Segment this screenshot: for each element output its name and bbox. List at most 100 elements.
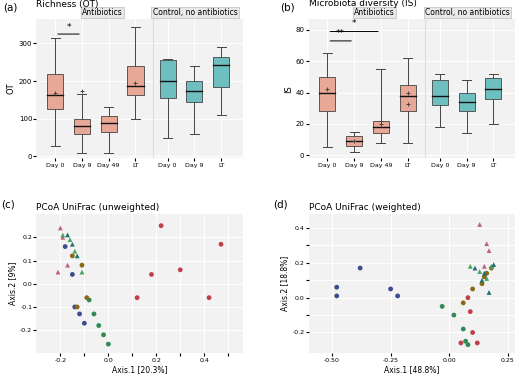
Point (485, 248, 493, 254)
Point (83, 294, 91, 301)
FancyBboxPatch shape (459, 93, 475, 111)
Point (217, 241, 225, 247)
Point (471, 265, 479, 271)
FancyBboxPatch shape (346, 136, 362, 146)
Text: (c): (c) (2, 199, 15, 209)
Point (469, 286, 477, 292)
Text: PCoA UniFrac (weighted): PCoA UniFrac (weighted) (308, 203, 420, 212)
Point (80, 320, 88, 326)
Point (68, 253, 76, 259)
Text: Control, no antibiotics: Control, no antibiotics (153, 8, 238, 17)
Text: (b): (b) (280, 3, 294, 13)
Point (475, 222, 484, 228)
FancyBboxPatch shape (432, 80, 448, 105)
Point (63, 262, 72, 268)
Text: Antibiotics: Antibiotics (82, 8, 123, 17)
Text: Control, no antibiotics: Control, no antibiotics (425, 8, 510, 17)
Point (464, 342, 472, 348)
Point (66, 237, 74, 243)
Point (438, 303, 446, 309)
FancyBboxPatch shape (319, 77, 335, 111)
FancyBboxPatch shape (485, 79, 501, 99)
Point (489, 261, 498, 268)
Point (104, 341, 112, 347)
Bar (153, 19, 243, 158)
Point (61, 244, 69, 250)
Text: *: * (352, 19, 356, 28)
FancyBboxPatch shape (186, 81, 202, 102)
Point (478, 281, 486, 287)
FancyBboxPatch shape (213, 57, 229, 87)
Y-axis label: IS: IS (283, 85, 293, 93)
Point (133, 294, 141, 301)
Point (73, 253, 81, 259)
Point (75, 311, 84, 317)
Point (157, 223, 165, 229)
Point (461, 338, 470, 344)
Point (459, 326, 467, 332)
Point (95, 323, 103, 329)
Point (386, 286, 395, 292)
Point (147, 271, 155, 277)
Point (59, 234, 67, 240)
Text: **: ** (336, 29, 345, 38)
Point (78, 269, 86, 275)
Point (469, 329, 477, 336)
Y-axis label: OT: OT (7, 83, 16, 95)
Point (56, 225, 64, 231)
Point (63, 232, 72, 238)
Text: Microbiota diversity (IS): Microbiota diversity (IS) (308, 0, 417, 8)
Point (205, 294, 213, 301)
FancyBboxPatch shape (74, 119, 90, 134)
X-axis label: Axis.1 [20.3%]: Axis.1 [20.3%] (112, 365, 167, 374)
Bar (425, 19, 515, 158)
Point (73, 304, 81, 310)
Point (480, 270, 488, 276)
Point (464, 294, 472, 301)
Text: PCoA UniFrac (unweighted): PCoA UniFrac (unweighted) (36, 203, 160, 212)
FancyBboxPatch shape (101, 116, 117, 132)
Point (480, 263, 488, 269)
Point (483, 276, 491, 282)
Point (68, 241, 76, 247)
Text: (a): (a) (4, 3, 18, 13)
Y-axis label: Axis.2 [9%]: Axis.2 [9%] (8, 262, 17, 306)
FancyBboxPatch shape (160, 60, 176, 98)
FancyBboxPatch shape (127, 66, 144, 95)
Point (68, 271, 76, 277)
Point (466, 309, 474, 315)
Point (483, 270, 491, 276)
Text: Antibiotics: Antibiotics (354, 8, 395, 17)
Point (54, 269, 62, 275)
Y-axis label: Axis.2 [18.8%]: Axis.2 [18.8%] (280, 256, 290, 311)
Point (333, 293, 341, 299)
Point (478, 277, 486, 283)
Point (487, 265, 496, 271)
FancyBboxPatch shape (373, 121, 389, 133)
Point (90, 311, 98, 317)
Point (71, 248, 79, 254)
FancyBboxPatch shape (47, 74, 63, 109)
Text: (d): (d) (274, 199, 288, 209)
FancyBboxPatch shape (400, 85, 415, 111)
Point (483, 241, 491, 247)
Point (459, 300, 467, 306)
Point (85, 297, 93, 303)
Point (480, 274, 488, 280)
Point (78, 262, 86, 268)
Point (457, 340, 465, 346)
Point (333, 284, 341, 290)
Point (394, 293, 402, 299)
Point (487, 263, 496, 269)
Text: *: * (66, 23, 71, 32)
Point (473, 340, 482, 346)
Point (475, 269, 484, 275)
Point (176, 267, 185, 273)
Point (59, 232, 67, 238)
Point (466, 263, 474, 269)
Point (485, 290, 493, 296)
Point (356, 265, 365, 271)
Text: Richness (OT): Richness (OT) (36, 0, 99, 8)
X-axis label: Axis.1 [48.8%]: Axis.1 [48.8%] (384, 365, 439, 374)
Point (99, 332, 108, 338)
